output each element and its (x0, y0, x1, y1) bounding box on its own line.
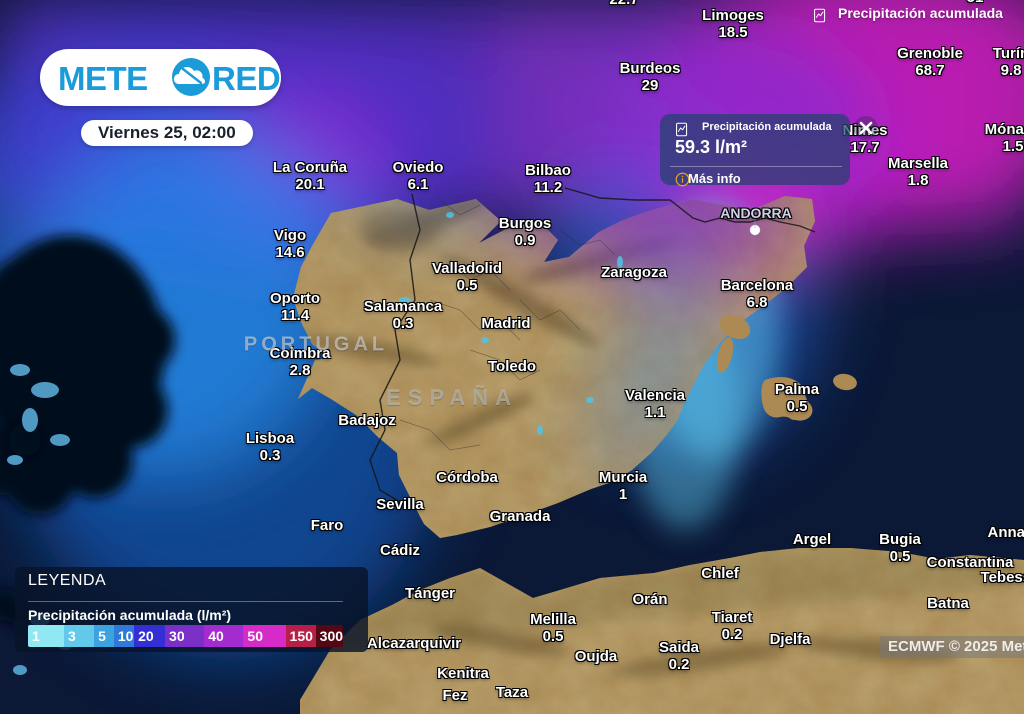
svg-text:METE: METE (58, 60, 148, 97)
svg-text:RED: RED (212, 60, 280, 97)
